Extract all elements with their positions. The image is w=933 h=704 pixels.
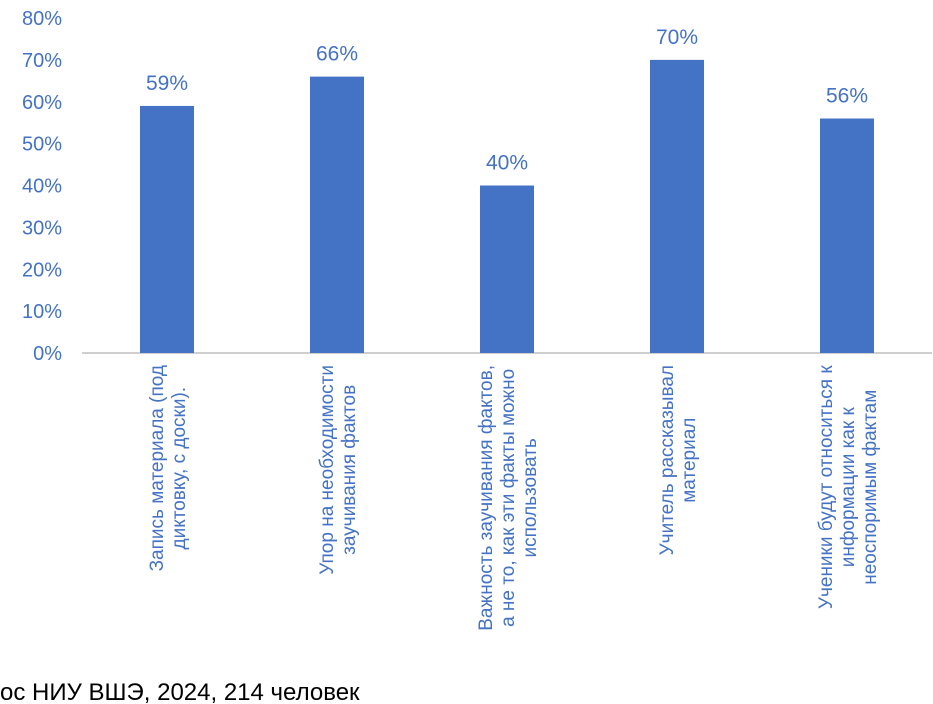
category-label-line: использовать [520, 438, 541, 557]
y-tick-label: 30% [22, 217, 62, 239]
category-label-line: Ученики будут относиться к [816, 365, 837, 609]
category-labels: Запись материала (поддиктовку, с доски).… [147, 365, 881, 631]
bar [650, 59, 704, 353]
data-label: 66% [316, 43, 358, 66]
category-label: Важность заучивания фактов,а не то, как … [476, 365, 541, 631]
category-label-line: заучивания фактов [339, 385, 360, 555]
category-label-line: диктовку, с доски). [169, 387, 190, 550]
bar [820, 118, 874, 353]
data-label: 70% [656, 26, 698, 49]
category-label-line: а не то, как эти факты можно [498, 369, 519, 627]
category-label-line: Упор на необходимости [317, 365, 338, 575]
y-tick-label: 50% [22, 134, 62, 156]
category-label-line: Учитель рассказывал [657, 365, 678, 555]
bar [480, 185, 534, 353]
y-tick-label: 10% [22, 301, 62, 323]
data-label: 59% [146, 72, 188, 95]
category-label: Ученики будут относиться кинформации как… [816, 365, 881, 609]
y-tick-label: 80% [22, 8, 62, 30]
y-tick-label: 70% [22, 50, 62, 72]
category-label: Учитель рассказывалматериал [657, 365, 700, 555]
y-tick-label: 40% [22, 176, 62, 198]
bars [140, 59, 874, 353]
category-label-line: материал [679, 418, 700, 503]
data-labels: 59% 66% 40% 70% 56% [146, 26, 868, 175]
y-axis-ticks: 0% 10% 20% 30% 40% 50% 60% 70% 80% [22, 8, 62, 365]
data-label: 40% [486, 152, 528, 175]
bar [310, 76, 364, 353]
category-label-line: информации как к [838, 406, 859, 567]
y-tick-label: 0% [33, 343, 62, 365]
bar [140, 105, 194, 353]
category-label: Запись материала (поддиктовку, с доски). [147, 365, 190, 571]
category-label-line: неоспоримым фактам [860, 390, 881, 585]
data-label: 56% [826, 85, 868, 108]
source-note: ос НИУ ВШЭ, 2024, 214 человек [0, 679, 360, 704]
y-tick-label: 20% [22, 259, 62, 281]
y-tick-label: 60% [22, 92, 62, 114]
category-label-line: Запись материала (под [147, 365, 168, 571]
category-label: Упор на необходимостизаучивания фактов [317, 365, 360, 575]
category-label-line: Важность заучивания фактов, [476, 365, 497, 631]
